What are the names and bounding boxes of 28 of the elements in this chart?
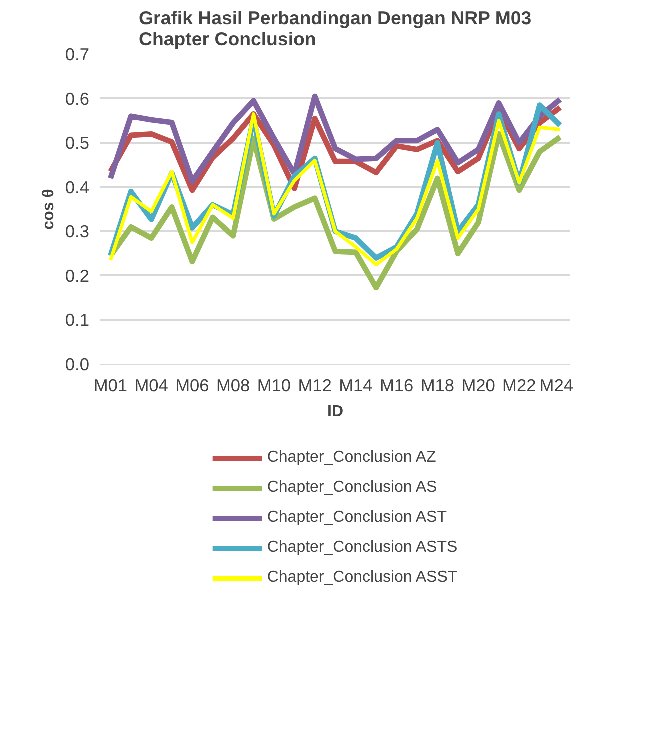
legend-label: Chapter_Conclusion AZ	[267, 449, 436, 467]
x-tick-label: M18	[420, 376, 455, 396]
x-tick-label: M16	[380, 376, 414, 396]
x-tick-label: M10	[257, 376, 292, 396]
y-tick-label: 0.4	[65, 177, 90, 198]
y-tick-label: 0.5	[65, 133, 90, 154]
y-tick-label: 0.7	[65, 44, 90, 64]
x-tick-label: M04	[134, 376, 169, 396]
x-tick-label: M22	[502, 376, 536, 396]
y-tick-label: 0.3	[65, 222, 90, 242]
x-tick-label: M14	[339, 376, 374, 396]
y-axis-title: cos θ	[40, 189, 58, 230]
x-tick-label: M08	[216, 376, 250, 396]
legend-label: Chapter_Conclusion ASTS	[267, 539, 458, 557]
chart-title: Grafik Hasil Perbandingan Dengan NRP M03 Chapter Conclusion	[139, 8, 532, 50]
x-axis-title: ID	[328, 404, 344, 420]
y-tick-label: 0.1	[65, 310, 90, 330]
x-tick-label: M01	[94, 376, 128, 396]
legend-label: Chapter_Conclusion ASST	[267, 569, 458, 587]
legend-label: Chapter_Conclusion AS	[267, 479, 438, 497]
y-tick-label: 0.6	[65, 88, 90, 109]
x-tick-label: M24	[540, 376, 574, 396]
x-tick-label: M20	[462, 376, 496, 396]
x-tick-label: M06	[176, 376, 210, 396]
legend-label: Chapter_Conclusion AST	[267, 509, 447, 527]
y-tick-label: 0.0	[65, 354, 90, 374]
y-tick-label: 0.2	[65, 266, 90, 286]
x-tick-label: M12	[298, 376, 332, 396]
